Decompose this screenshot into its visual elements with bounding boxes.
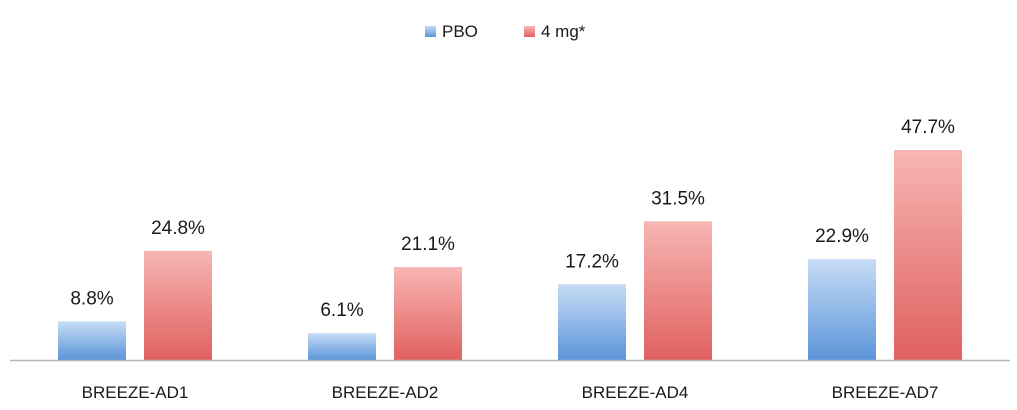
- bars-group: [58, 150, 962, 360]
- value-label-pbo-breeze-ad2: 6.1%: [320, 300, 363, 321]
- bar-pbo-breeze-ad4: [558, 284, 626, 360]
- category-labels: BREEZE-AD1 BREEZE-AD2 BREEZE-AD4 BREEZE-AD7: [82, 383, 939, 402]
- legend: PBO 4 mg*: [425, 22, 586, 41]
- legend-label-pbo: PBO: [442, 22, 478, 41]
- legend-swatch-4-mg: [524, 26, 535, 37]
- value-label-4-mg-breeze-ad2: 21.1%: [401, 234, 455, 255]
- bar-4-mg-breeze-ad1: [144, 250, 212, 360]
- bar-4-mg-breeze-ad7: [894, 150, 962, 360]
- category-label-breeze-ad2: BREEZE-AD2: [332, 383, 439, 402]
- legend-swatch-pbo: [425, 26, 436, 37]
- value-label-pbo-breeze-ad4: 17.2%: [565, 251, 619, 272]
- bar-4-mg-breeze-ad4: [644, 221, 712, 360]
- value-label-pbo-breeze-ad1: 8.8%: [70, 288, 113, 309]
- bar-pbo-breeze-ad1: [58, 321, 126, 360]
- value-labels: 8.8% 24.8% 6.1% 21.1% 17.2% 31.5% 22.9% 47.7%: [70, 117, 955, 321]
- value-label-4-mg-breeze-ad1: 24.8%: [151, 218, 205, 239]
- bar-pbo-breeze-ad7: [808, 259, 876, 360]
- value-label-4-mg-breeze-ad4: 31.5%: [651, 188, 705, 209]
- bar-4-mg-breeze-ad2: [394, 267, 462, 360]
- bar-pbo-breeze-ad2: [308, 333, 376, 360]
- value-label-4-mg-breeze-ad7: 47.7%: [901, 117, 955, 138]
- legend-label-4-mg: 4 mg*: [541, 22, 586, 41]
- category-label-breeze-ad4: BREEZE-AD4: [582, 383, 689, 402]
- value-label-pbo-breeze-ad7: 22.9%: [815, 226, 869, 247]
- category-label-breeze-ad7: BREEZE-AD7: [832, 383, 939, 402]
- category-label-breeze-ad1: BREEZE-AD1: [82, 383, 189, 402]
